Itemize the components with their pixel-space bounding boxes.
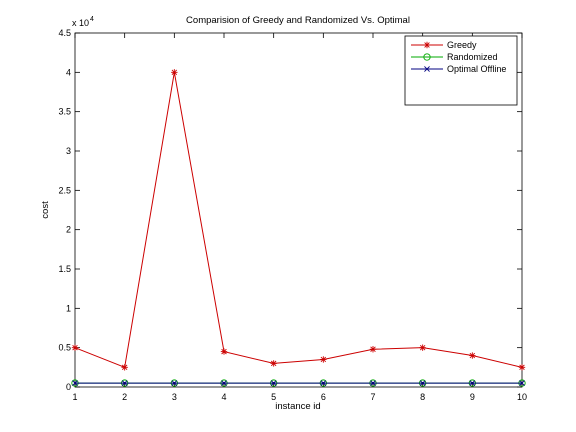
y-axis-label: cost (40, 201, 51, 219)
y-tick-label: 0 (66, 382, 71, 392)
y-tick-label: 0.5 (58, 343, 71, 353)
data-point (121, 380, 128, 386)
x-axis-label: instance id (275, 401, 320, 412)
data-point (71, 344, 79, 351)
y-tick-label: 2 (66, 225, 71, 235)
y-tick-label: 3.5 (58, 107, 71, 117)
x-tick-label: 8 (420, 392, 425, 402)
y-exponent-label: x 10 (72, 18, 89, 28)
data-point (370, 380, 376, 386)
data-point (419, 344, 426, 351)
legend-marker (423, 41, 431, 49)
x-tick-label: 9 (470, 392, 475, 402)
legend: Greedy Randomized Optimal Offline (404, 35, 518, 106)
legend-marker (423, 53, 431, 61)
data-point (221, 380, 227, 386)
data-point (270, 360, 277, 367)
data-point (519, 380, 525, 386)
x-tick-label: 1 (72, 392, 77, 402)
x-tick-label: 6 (321, 392, 326, 402)
legend-entry: Optimal Offline (447, 64, 506, 74)
data-point (171, 380, 178, 386)
y-axis: 0 0.5 1 1.5 2 2.5 3 3.5 4 4.5 (58, 28, 522, 392)
legend-entry: Greedy (447, 40, 477, 50)
x-tick-label: 5 (271, 392, 276, 402)
y-tick-label: 1.5 (58, 264, 71, 274)
legend-box (404, 35, 518, 106)
data-point (220, 348, 228, 355)
legend-entry: Randomized (447, 52, 498, 62)
chart-title: Comparision of Greedy and Randomized Vs.… (186, 15, 410, 26)
data-point (270, 380, 277, 386)
data-point (121, 364, 128, 371)
x-tick-label: 4 (221, 392, 226, 402)
data-point (469, 380, 476, 386)
data-point (469, 352, 476, 359)
x-tick-label: 3 (172, 392, 177, 402)
series-line-greedy (74, 72, 523, 369)
y-tick-label: 2.5 (58, 185, 71, 195)
x-tick-label: 10 (517, 392, 527, 402)
data-point (72, 380, 78, 386)
y-tick-label: 3 (66, 146, 71, 156)
data-point (320, 380, 327, 386)
data-point (518, 364, 526, 371)
x-tick-label: 7 (370, 392, 375, 402)
x-tick-label: 2 (122, 392, 127, 402)
series-layer (71, 69, 526, 387)
data-point (171, 69, 178, 76)
y-exponent-power: 4 (90, 16, 94, 23)
legend-marker (424, 66, 430, 72)
y-tick-label: 1 (66, 303, 71, 313)
y-tick-label: 4.5 (58, 28, 71, 38)
data-point (369, 346, 377, 353)
y-tick-label: 4 (66, 67, 71, 77)
data-point (419, 380, 426, 386)
data-point (320, 356, 327, 363)
